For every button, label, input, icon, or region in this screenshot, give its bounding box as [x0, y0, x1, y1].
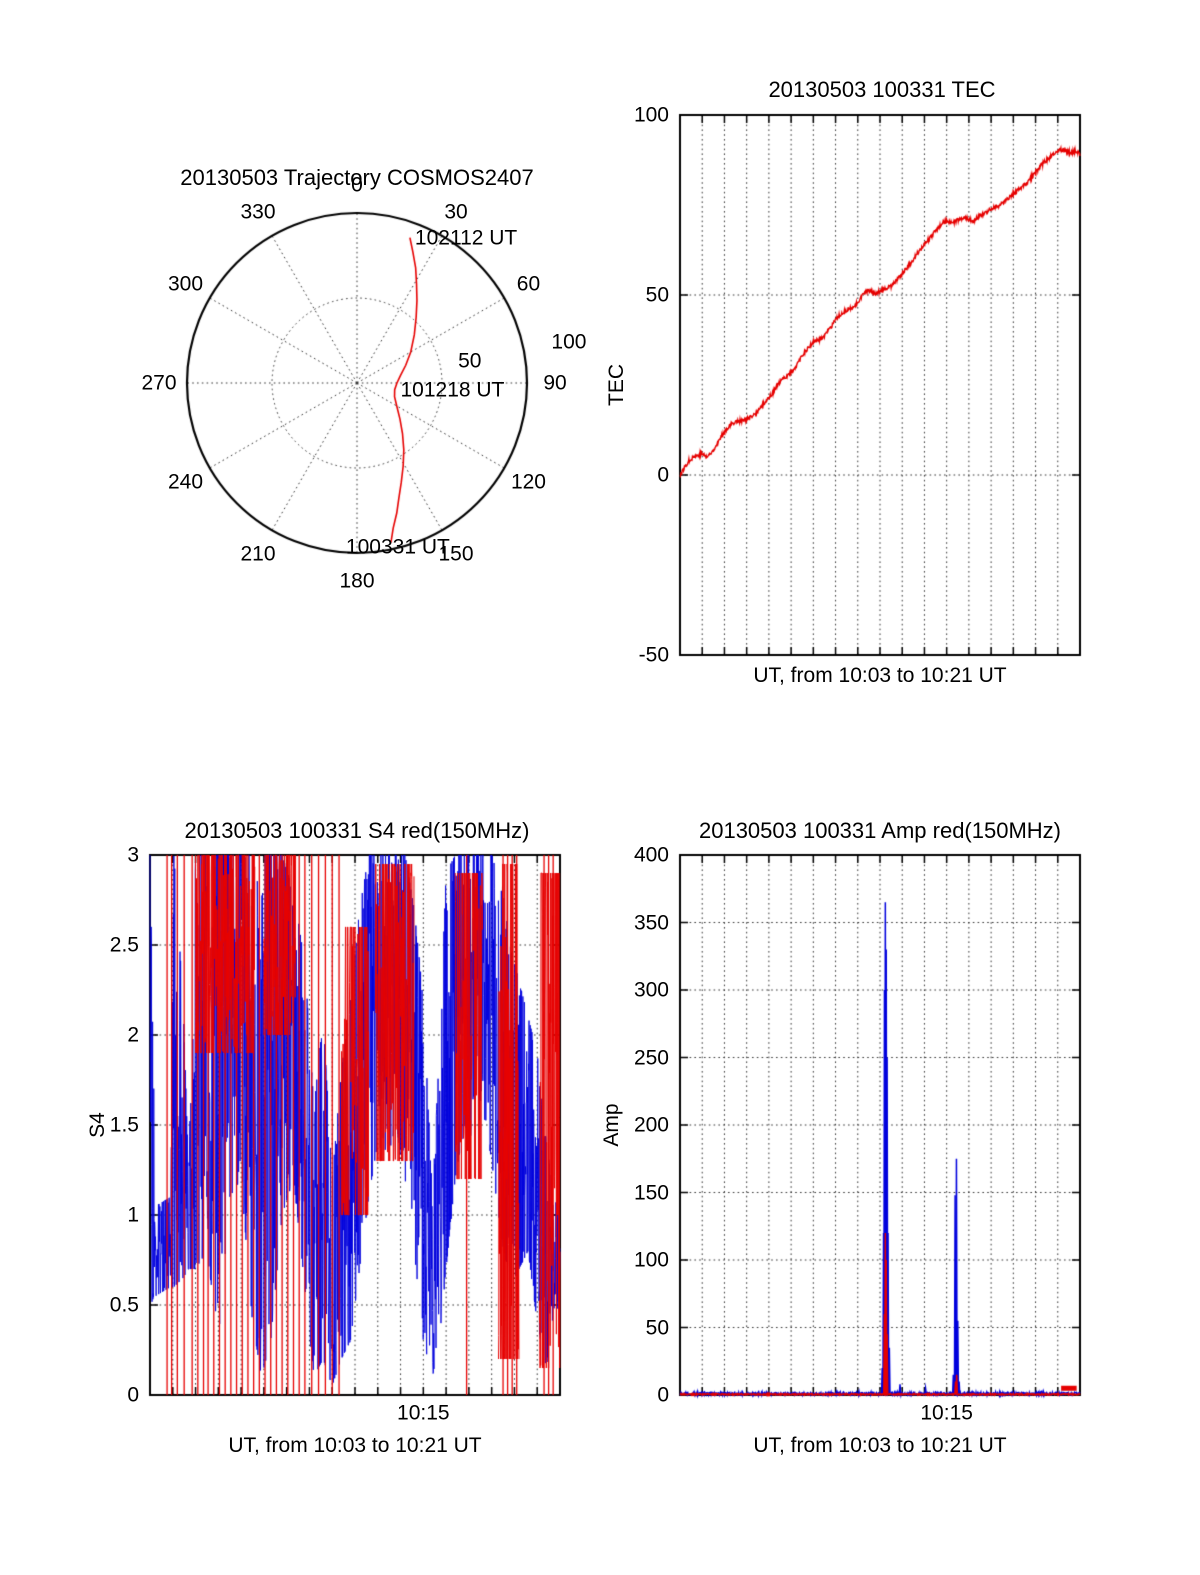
trajectory-annotation: 102112 UT: [414, 226, 518, 250]
polar-azimuth-label: 330: [240, 199, 276, 223]
trajectory-title: 20130503 Trajectory COSMOS2407: [180, 165, 534, 190]
y-tick-label: 200: [633, 1113, 669, 1137]
y-tick-label: 400: [633, 843, 669, 867]
x-tick-label: 10:15: [920, 1401, 973, 1425]
polar-azimuth-label: 150: [438, 542, 474, 566]
amp-x-axis-label: UT, from 10:03 to 10:21 UT: [753, 1434, 1007, 1457]
s4-x-axis-label: UT, from 10:03 to 10:21 UT: [228, 1434, 482, 1457]
polar-radial-label: 100: [551, 330, 587, 354]
y-tick-label: 50: [645, 283, 669, 307]
tec-x-axis-label: UT, from 10:03 to 10:21 UT: [753, 664, 1007, 687]
polar-azimuth-label: 300: [167, 272, 204, 296]
y-tick-label: 0: [657, 463, 669, 487]
polar-azimuth-label: 180: [339, 569, 375, 593]
polar-azimuth-label: 0: [351, 173, 363, 197]
y-tick-label: 350: [633, 910, 669, 934]
y-tick-label: 3: [127, 843, 139, 867]
trajectory-annotation: 100331 UT: [345, 535, 450, 559]
tec-y-axis-label: TEC: [605, 364, 628, 406]
y-tick-label: 50: [645, 1315, 669, 1339]
x-tick-label: 10:15: [397, 1401, 450, 1425]
y-tick-label: 2.5: [109, 933, 139, 957]
y-tick-label: 1.5: [109, 1113, 139, 1137]
polar-azimuth-label: 240: [167, 470, 204, 494]
y-tick-label: 2: [127, 1023, 139, 1047]
tec-title: 20130503 100331 TEC: [768, 77, 996, 102]
s4-title: 20130503 100331 S4 red(150MHz): [184, 818, 530, 843]
polar-azimuth-label: 120: [510, 470, 546, 494]
polar-azimuth-label: 270: [141, 371, 177, 395]
polar-radial-label: 50: [458, 349, 482, 373]
polar-azimuth-label: 90: [543, 371, 567, 395]
s4-y-axis-label: S4: [86, 1112, 109, 1138]
polar-azimuth-label: 210: [240, 542, 276, 566]
amp-title: 20130503 100331 Amp red(150MHz): [698, 818, 1062, 843]
y-tick-label: -50: [638, 643, 669, 667]
trajectory-annotation: 101218 UT: [400, 378, 505, 402]
amp-y-axis-label: Amp: [600, 1103, 623, 1147]
y-tick-label: 100: [633, 103, 669, 127]
y-tick-label: 250: [633, 1045, 669, 1069]
y-tick-label: 0: [127, 1383, 139, 1407]
y-tick-label: 0.5: [109, 1293, 139, 1317]
y-tick-label: 300: [633, 978, 669, 1002]
polar-azimuth-label: 30: [444, 199, 468, 223]
y-tick-label: 1: [127, 1203, 139, 1227]
y-tick-label: 150: [633, 1180, 669, 1204]
y-tick-label: 0: [657, 1383, 669, 1407]
y-tick-label: 100: [633, 1248, 669, 1272]
polar-azimuth-label: 60: [516, 272, 541, 296]
